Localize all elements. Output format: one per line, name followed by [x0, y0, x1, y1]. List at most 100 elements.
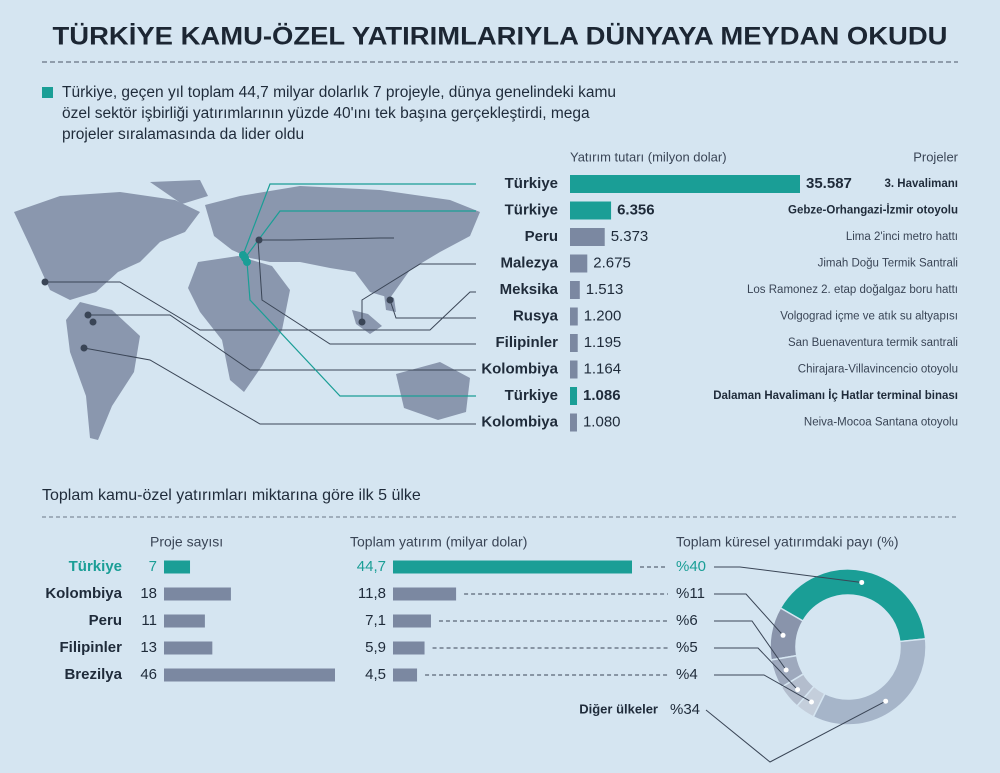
- projects-title: Projeler: [913, 149, 958, 164]
- bar: [164, 668, 335, 682]
- bar: [570, 360, 578, 379]
- value-label: %34: [670, 701, 700, 718]
- bar: [570, 228, 605, 246]
- bar: [393, 641, 425, 655]
- value-label: %4: [676, 666, 698, 683]
- value-label: 6.356: [617, 201, 655, 218]
- bar: [570, 387, 578, 405]
- leader-dot: [795, 687, 801, 693]
- donut-slice: [779, 568, 927, 643]
- value-label: 4,5: [365, 666, 386, 683]
- project-label: 3. Havalimanı: [884, 178, 958, 190]
- category-label: Türkiye: [505, 175, 558, 192]
- panel-title: Toplam yatırım (milyar dolar): [350, 534, 527, 550]
- category-label: Kolombiya: [481, 413, 558, 430]
- donut-slice: [769, 606, 804, 661]
- value-label: 46: [140, 666, 157, 683]
- bar: [570, 281, 580, 299]
- bar: [164, 641, 213, 655]
- value-label: 7,1: [365, 612, 386, 629]
- leader-line: [714, 674, 812, 703]
- value-label: 5,9: [365, 639, 386, 656]
- value-axis-title: Yatırım tutarı (milyon dolar): [570, 149, 727, 164]
- value-label: %5: [676, 639, 698, 656]
- value-label: 35.587: [806, 175, 852, 192]
- value-label: 1.513: [586, 281, 624, 298]
- leader-dot: [783, 667, 789, 673]
- category-label: Türkiye: [505, 387, 558, 404]
- map-leaders: [45, 237, 476, 425]
- page-title: TÜRKİYE KAMU-ÖZEL YATIRIMLARIYLA DÜNYAYA…: [53, 22, 948, 51]
- bar: [570, 201, 612, 220]
- leader-dot: [808, 699, 814, 705]
- bar: [393, 587, 457, 601]
- project-label: Gebze-Orhangazi-İzmir otoyolu: [788, 204, 958, 217]
- map-points: [41, 236, 394, 352]
- intro-text: Türkiye, geçen yıl toplam 44,7 milyar do…: [62, 84, 616, 143]
- panel-title: Proje sayısı: [150, 534, 223, 550]
- bar: [570, 175, 800, 193]
- bar: [393, 560, 632, 574]
- category-label: Meksika: [500, 281, 559, 298]
- value-label: 1.195: [584, 334, 622, 351]
- leader-dot: [859, 579, 865, 585]
- leader-line: [714, 620, 787, 671]
- category-label: Peru: [525, 228, 558, 245]
- leader-line: [714, 647, 798, 690]
- project-label: Jimah Doğu Termik Santrali: [818, 258, 958, 270]
- bar: [570, 413, 577, 432]
- map-points-tr: [239, 251, 251, 266]
- section-title: Toplam kamu-özel yatırımları miktarına g…: [42, 487, 421, 504]
- value-label: 2.675: [593, 254, 631, 271]
- leader-line: [714, 566, 862, 583]
- intro-marker: [42, 87, 53, 98]
- value-label: 5.373: [611, 228, 649, 245]
- value-label: 18: [140, 585, 157, 602]
- category-label: Türkiye: [69, 558, 122, 575]
- value-label: %40: [676, 558, 706, 575]
- bar: [164, 587, 231, 601]
- value-label: 7: [149, 558, 157, 575]
- category-label: Filipinler: [495, 334, 558, 351]
- value-label: 44,7: [357, 558, 386, 575]
- leader-dot: [780, 632, 786, 638]
- leader-line: [714, 593, 784, 636]
- value-label: %11: [676, 585, 705, 602]
- project-label: Dalaman Havalimanı İç Hatlar terminal bi…: [713, 389, 958, 402]
- category-label: Peru: [89, 612, 122, 629]
- bar: [164, 560, 191, 574]
- donut-slice: [812, 638, 927, 726]
- leader-dot: [883, 698, 889, 704]
- value-label: 13: [140, 639, 157, 656]
- category-label: Türkiye: [505, 201, 558, 218]
- category-label: Filipinler: [59, 639, 122, 656]
- project-label: San Buenaventura termik santrali: [788, 337, 958, 349]
- project-label: Volgograd içme ve atık su altyapısı: [780, 311, 958, 323]
- value-label: 11,8: [358, 585, 386, 602]
- value-label: 1.086: [583, 387, 621, 404]
- bar: [570, 307, 578, 326]
- bar: [164, 614, 205, 628]
- category-label: Brezilya: [64, 666, 122, 683]
- project-label: Chirajara-Villavincencio otoyolu: [798, 364, 958, 376]
- value-label: 1.200: [584, 307, 622, 324]
- value-label: 1.164: [584, 360, 622, 377]
- value-label: 11: [141, 612, 157, 629]
- panel-title: Toplam küresel yatırımdaki payı (%): [676, 534, 899, 550]
- bar: [393, 614, 431, 628]
- category-label: Kolombiya: [45, 585, 122, 602]
- category-label: Kolombiya: [481, 360, 558, 377]
- category-label: Malezya: [500, 254, 558, 271]
- leader-line: [705, 700, 886, 763]
- project-label: Neiva-Mocoa Santana otoyolu: [804, 417, 958, 429]
- category-label: Rusya: [513, 307, 559, 324]
- project-label: Lima 2'inci metro hattı: [846, 231, 958, 243]
- bar: [570, 334, 578, 352]
- value-label: 1.080: [583, 413, 621, 430]
- project-label: Los Ramonez 2. etap doğalgaz boru hattı: [747, 284, 958, 296]
- category-label: Diğer ülkeler: [579, 701, 658, 716]
- value-label: %6: [676, 612, 698, 629]
- bar: [393, 668, 418, 682]
